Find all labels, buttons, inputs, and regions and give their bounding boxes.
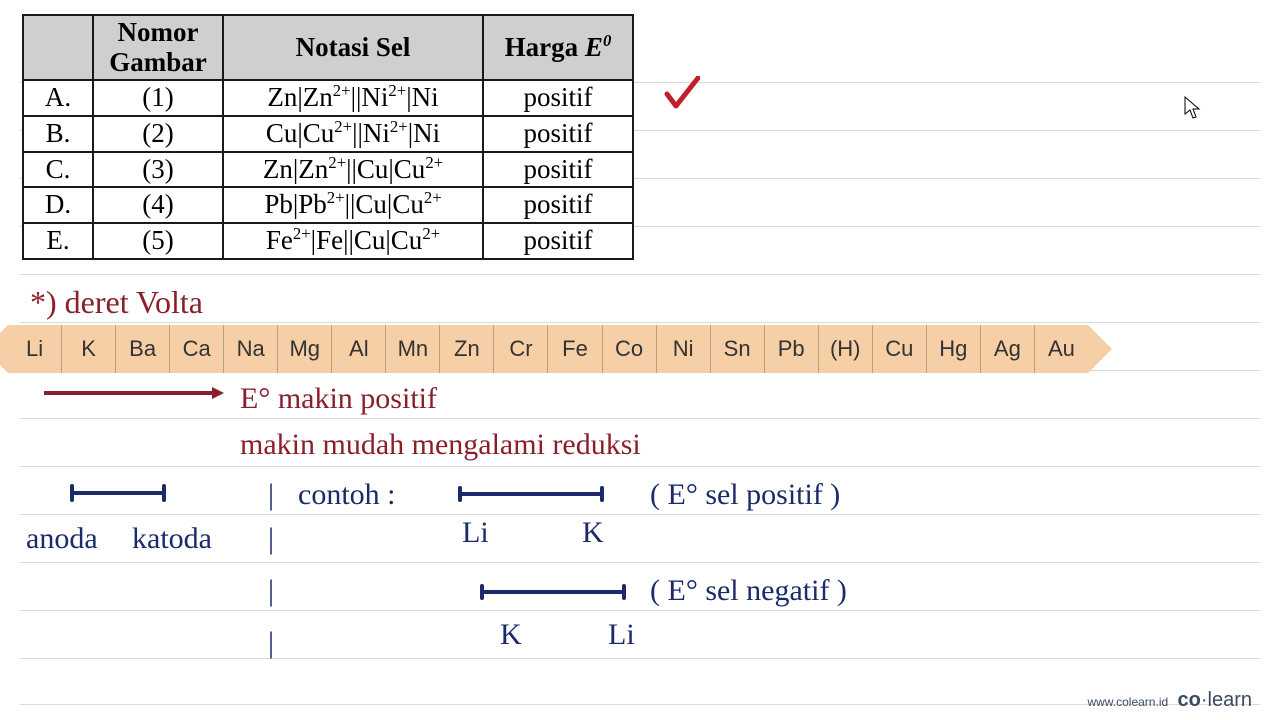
volta-cell: Hg <box>927 325 981 373</box>
hw-bar3: | <box>268 574 274 608</box>
volta-cell: Co <box>603 325 657 373</box>
volta-cell: Fe <box>548 325 602 373</box>
th-empty <box>23 15 93 80</box>
hw-li2: Li <box>608 618 635 652</box>
footer: www.colearn.id co·learn <box>1087 689 1252 712</box>
cell-harga: positif <box>483 152 633 188</box>
footer-url: www.colearn.id <box>1087 695 1168 709</box>
hw-e-makin: E° makin positif <box>240 382 437 416</box>
hw-bar4: | <box>268 626 274 660</box>
cell-nomor: (4) <box>93 187 223 223</box>
hw-contoh: contoh : <box>298 478 396 512</box>
cell-nomor: (2) <box>93 116 223 152</box>
table-row: E.(5)Fe2+|Fe||Cu|Cu2+positif <box>23 223 633 259</box>
volta-cell: Al <box>332 325 386 373</box>
hw-katoda: katoda <box>132 522 212 556</box>
segment-li-k-icon <box>456 486 606 504</box>
answer-table: Nomor Gambar Notasi Sel Harga E0 A.(1)Zn… <box>22 14 634 260</box>
cell-label: C. <box>23 152 93 188</box>
th-notasi: Notasi Sel <box>223 15 483 80</box>
cell-label: B. <box>23 116 93 152</box>
cell-nomor: (3) <box>93 152 223 188</box>
cell-notasi: Fe2+|Fe||Cu|Cu2+ <box>223 223 483 259</box>
volta-cell: Pb <box>765 325 819 373</box>
table-row: A.(1)Zn|Zn2+||Ni2+|Nipositif <box>23 80 633 116</box>
hw-bar2: | <box>268 522 274 556</box>
cell-notasi: Zn|Zn2+||Cu|Cu2+ <box>223 152 483 188</box>
cell-harga: positif <box>483 116 633 152</box>
volta-cell: Li <box>8 325 62 373</box>
hw-esel-neg: ( E° sel negatif ) <box>650 574 847 608</box>
volta-cell: Na <box>224 325 278 373</box>
cell-label: D. <box>23 187 93 223</box>
volta-cell: (H) <box>819 325 873 373</box>
volta-cell: Au <box>1035 325 1088 373</box>
table-row: C.(3)Zn|Zn2+||Cu|Cu2+positif <box>23 152 633 188</box>
volta-cell: Sn <box>711 325 765 373</box>
hw-bar1: | <box>268 478 274 512</box>
cell-notasi: Pb|Pb2+||Cu|Cu2+ <box>223 187 483 223</box>
volta-cell: Zn <box>440 325 494 373</box>
volta-cell: K <box>62 325 116 373</box>
page-root: Nomor Gambar Notasi Sel Harga E0 A.(1)Zn… <box>0 0 1280 720</box>
th-harga-sup: 0 <box>603 31 611 50</box>
volta-cell: Ag <box>981 325 1035 373</box>
volta-strip: LiKBaCaNaMgAlMnZnCrFeCoNiSnPb(H)CuHgAgAu <box>8 325 1088 373</box>
cell-nomor: (5) <box>93 223 223 259</box>
cell-label: E. <box>23 223 93 259</box>
cell-label: A. <box>23 80 93 116</box>
th-nomor: Nomor Gambar <box>93 15 223 80</box>
volta-arrow-right-icon <box>1088 325 1112 373</box>
hw-title: *) deret Volta <box>30 284 203 321</box>
mouse-cursor-icon <box>1184 96 1202 120</box>
cell-harga: positif <box>483 187 633 223</box>
volta-cell: Cr <box>494 325 548 373</box>
hw-anoda: anoda <box>26 522 98 556</box>
trend-arrow-icon <box>44 386 224 400</box>
th-harga-var: E <box>585 32 603 62</box>
hw-k: K <box>582 516 604 550</box>
volta-cell: Ba <box>116 325 170 373</box>
cell-nomor: (1) <box>93 80 223 116</box>
volta-cell: Ca <box>170 325 224 373</box>
cell-harga: positif <box>483 80 633 116</box>
segment-anoda-katoda-icon <box>68 484 168 504</box>
volta-cell: Ni <box>657 325 711 373</box>
volta-arrow-left-icon <box>0 325 8 373</box>
answer-table-body: A.(1)Zn|Zn2+||Ni2+|NipositifB.(2)Cu|Cu2+… <box>23 80 633 258</box>
volta-cell: Mg <box>278 325 332 373</box>
check-icon <box>664 76 700 116</box>
segment-k-li-icon <box>478 584 628 602</box>
volta-cell: Cu <box>873 325 927 373</box>
footer-brand-right: learn <box>1208 689 1252 711</box>
cell-notasi: Cu|Cu2+||Ni2+|Ni <box>223 116 483 152</box>
hw-k2: K <box>500 618 522 652</box>
hw-li: Li <box>462 516 489 550</box>
footer-brand-dot: · <box>1201 689 1208 711</box>
hw-makin-mudah: makin mudah mengalami reduksi <box>240 428 641 462</box>
footer-brand: co·learn <box>1178 689 1253 711</box>
hw-esel-pos: ( E° sel positif ) <box>650 478 840 512</box>
cell-notasi: Zn|Zn2+||Ni2+|Ni <box>223 80 483 116</box>
table-row: D.(4)Pb|Pb2+||Cu|Cu2+positif <box>23 187 633 223</box>
footer-brand-left: co <box>1178 689 1201 711</box>
cell-harga: positif <box>483 223 633 259</box>
th-harga: Harga E0 <box>483 15 633 80</box>
th-harga-prefix: Harga <box>505 32 585 62</box>
volta-cells: LiKBaCaNaMgAlMnZnCrFeCoNiSnPb(H)CuHgAgAu <box>8 325 1088 373</box>
volta-cell: Mn <box>386 325 440 373</box>
table-row: B.(2)Cu|Cu2+||Ni2+|Nipositif <box>23 116 633 152</box>
